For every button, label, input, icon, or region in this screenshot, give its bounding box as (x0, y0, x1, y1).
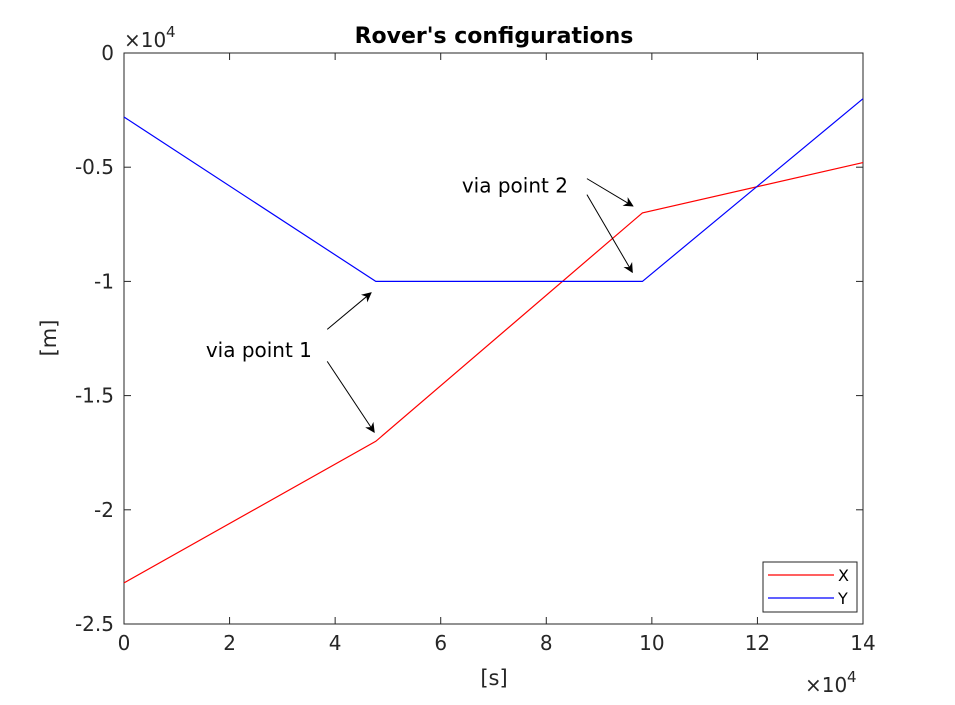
y-tick-label: -0.5 (75, 155, 114, 179)
x-tick-label: 6 (434, 631, 447, 655)
series-line-y (123, 98, 864, 282)
x-tick-label: 8 (540, 631, 553, 655)
legend-label-y: Y (837, 589, 848, 608)
annotation-arrow (326, 361, 375, 433)
legend-box (762, 561, 858, 613)
annotation-text: via point 2 (462, 173, 568, 197)
x-exponent-base: ×10 (805, 673, 847, 697)
annotation-layer: via point 1 via point 2 (206, 173, 634, 433)
y-exponent-base: ×10 (124, 28, 166, 52)
x-axis-label: [s] (480, 666, 507, 690)
series-layer (123, 98, 864, 584)
x-tick-label: 4 (329, 631, 342, 655)
x-tick-label: 0 (118, 631, 131, 655)
x-tick-label: 10 (639, 631, 664, 655)
y-tick-label: -1 (94, 269, 114, 293)
annotation-arrow (586, 194, 633, 274)
annotation-text: via point 1 (206, 338, 312, 362)
x-tick-label: 12 (745, 631, 770, 655)
y-exponent-label: ×10 4 (124, 23, 176, 52)
y-tick-label: -1.5 (75, 384, 114, 408)
x-tick-label: 14 (850, 631, 875, 655)
legend-label-x: X (838, 566, 849, 585)
y-tick-label: 0 (101, 41, 114, 65)
y-tick-label: -2 (94, 498, 114, 522)
x-exponent-label: ×10 4 (805, 668, 857, 697)
plot-area (123, 52, 864, 625)
x-exponent-power: 4 (847, 668, 857, 686)
x-axis: 0 2 4 6 8 10 12 14 (118, 53, 876, 655)
series-line-x (123, 162, 864, 584)
legend: X Y (762, 561, 858, 613)
y-axis: 0 -0.5 -1 -1.5 -2 -2.5 (75, 41, 863, 636)
y-axis-label: [m] (37, 320, 61, 357)
chart-title: Rover's configurations (355, 24, 634, 49)
annotation-arrow (586, 178, 634, 207)
y-tick-label: -2.5 (75, 612, 114, 636)
annotation-arrow (326, 292, 372, 330)
y-exponent-power: 4 (166, 23, 176, 41)
x-tick-label: 2 (223, 631, 236, 655)
